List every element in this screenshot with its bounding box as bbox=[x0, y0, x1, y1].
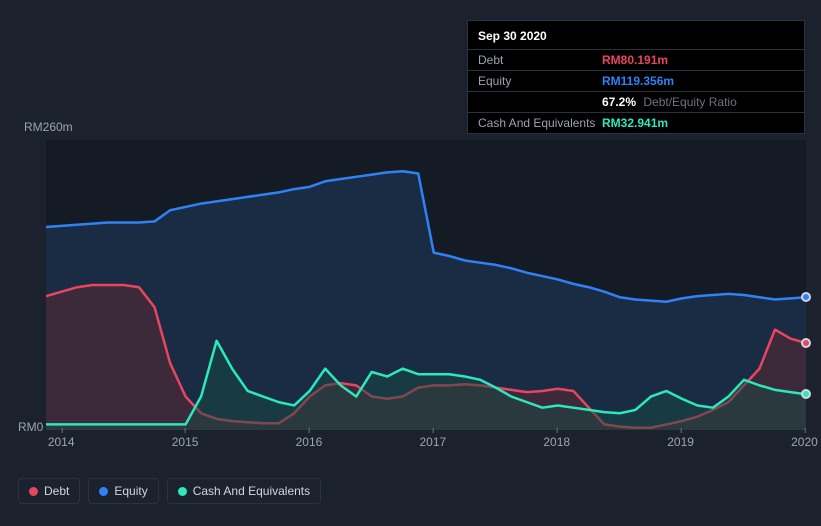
tooltip-date: Sep 30 2020 bbox=[468, 27, 804, 49]
legend-dot-icon bbox=[29, 487, 38, 496]
legend-dot-icon bbox=[178, 487, 187, 496]
legend-item[interactable]: Cash And Equivalents bbox=[167, 478, 321, 504]
tooltip-row-label bbox=[478, 95, 602, 109]
x-tick: 2015 bbox=[172, 435, 199, 449]
series-end-marker bbox=[801, 292, 811, 302]
tooltip-row-suffix: Debt/Equity Ratio bbox=[640, 95, 737, 109]
tooltip-row-value: RM119.356m bbox=[602, 74, 674, 88]
tooltip-row: EquityRM119.356m bbox=[468, 70, 804, 91]
x-tick: 2018 bbox=[543, 435, 570, 449]
tooltip-row-label: Debt bbox=[478, 53, 602, 67]
tooltip-row: DebtRM80.191m bbox=[468, 49, 804, 70]
x-tick: 2016 bbox=[296, 435, 323, 449]
x-tick: 2017 bbox=[419, 435, 446, 449]
y-axis-max-label: RM260m bbox=[24, 120, 73, 134]
series-end-marker bbox=[801, 338, 811, 348]
x-axis: 2014201520162017201820192020 bbox=[46, 435, 806, 455]
x-tick: 2019 bbox=[667, 435, 694, 449]
chart-plot[interactable] bbox=[46, 140, 806, 430]
legend-label: Equity bbox=[114, 484, 147, 498]
legend-label: Cash And Equivalents bbox=[193, 484, 310, 498]
x-tick: 2020 bbox=[791, 435, 818, 449]
y-axis-min-label: RM0 bbox=[18, 420, 43, 434]
tooltip-row: 67.2% Debt/Equity Ratio bbox=[468, 91, 804, 112]
series-end-marker bbox=[801, 389, 811, 399]
tooltip-row-value: 67.2% Debt/Equity Ratio bbox=[602, 95, 737, 109]
x-tick: 2014 bbox=[48, 435, 75, 449]
legend-item[interactable]: Debt bbox=[18, 478, 80, 504]
tooltip-row-label: Equity bbox=[478, 74, 602, 88]
chart-container: Sep 30 2020 DebtRM80.191mEquityRM119.356… bbox=[0, 0, 821, 526]
chart-area: RM260m RM0 2014201520162017201820192020 bbox=[18, 120, 806, 470]
chart-legend: Debt Equity Cash And Equivalents bbox=[18, 478, 321, 504]
legend-dot-icon bbox=[99, 487, 108, 496]
legend-item[interactable]: Equity bbox=[88, 478, 158, 504]
tooltip-row-value: RM80.191m bbox=[602, 53, 668, 67]
legend-label: Debt bbox=[44, 484, 69, 498]
chart-tooltip: Sep 30 2020 DebtRM80.191mEquityRM119.356… bbox=[467, 20, 805, 134]
